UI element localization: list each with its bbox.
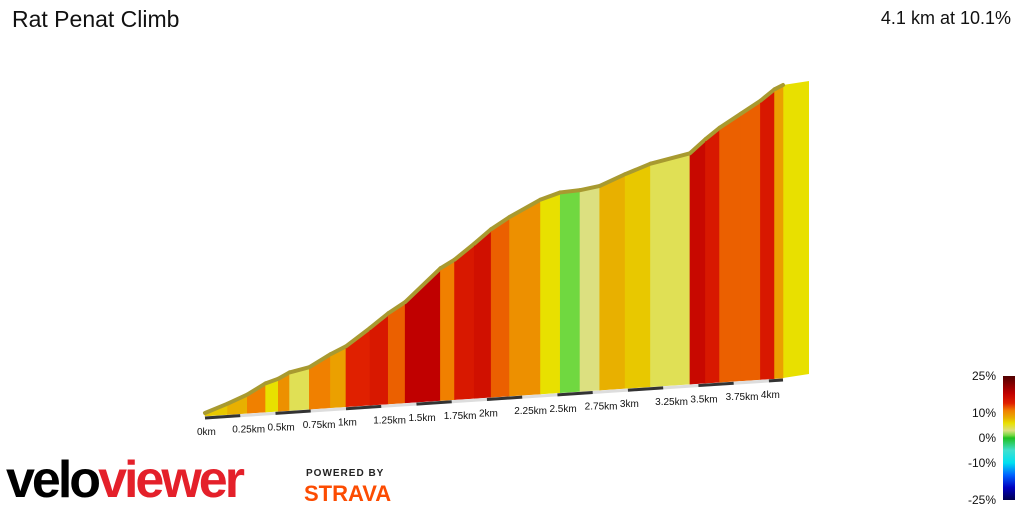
profile-top-edge	[687, 137, 708, 156]
profile-top-edge	[758, 87, 777, 103]
baseline-dash	[345, 404, 382, 411]
x-tick-label: 1.75km	[444, 411, 477, 422]
x-tick-label: 0km	[197, 427, 216, 438]
x-tick-label: 1.25km	[373, 415, 406, 426]
x-tick-label: 0.5km	[267, 422, 294, 433]
x-tick-label: 3.75km	[726, 392, 759, 403]
profile-top-edge	[577, 183, 602, 193]
climb-summary: 4.1 km at 10.1%	[880, 8, 1011, 28]
profile-top-edge	[558, 188, 582, 195]
x-tick-label: 2km	[479, 408, 498, 419]
profile-top-edge	[489, 215, 512, 232]
profile-top-edge	[452, 241, 477, 262]
legend-label: -25%	[968, 493, 996, 507]
gradient-legend-bar	[1003, 376, 1015, 500]
gradient-segment	[650, 152, 691, 388]
profile-top-edge	[245, 381, 268, 397]
profile-top-edge	[403, 266, 443, 305]
profile-top-edge	[386, 300, 408, 316]
profile-top-edge	[597, 172, 628, 188]
strava-logo[interactable]: STRAVA	[304, 481, 392, 506]
x-tick-label: 1km	[338, 418, 357, 429]
profile-top-edge	[648, 151, 692, 166]
profile-end-face	[783, 81, 809, 378]
gradient-segment	[404, 267, 441, 404]
profile-top-edge	[717, 111, 743, 130]
gradient-segment	[490, 216, 510, 398]
gradient-segment	[473, 228, 492, 399]
profile-top-edge	[367, 311, 391, 331]
profile-top-edge	[343, 326, 372, 349]
profile-top-edge	[623, 161, 653, 177]
profile-top-edge	[438, 257, 457, 271]
gradient-segment	[559, 189, 581, 393]
x-tick-label: 4km	[761, 390, 780, 401]
x-tick-label: 3.25km	[655, 397, 688, 408]
legend-label: 10%	[972, 406, 996, 420]
baseline-dash	[416, 400, 452, 406]
gradient-segment	[689, 138, 706, 385]
profile-top-edge	[738, 98, 763, 116]
veloviewer-logo[interactable]: veloviewer	[6, 451, 245, 509]
x-tick-label: 0.25km	[232, 425, 265, 436]
x-tick-label: 2.25km	[514, 406, 547, 417]
baseline-dash	[768, 378, 784, 383]
profile-top-edge	[703, 125, 722, 142]
gradient-segment	[540, 192, 561, 395]
profile-top-edge	[287, 365, 312, 375]
profile-top-edge	[472, 227, 494, 246]
x-tick-label: 0.75km	[303, 420, 336, 431]
x-tick-label: 2.75km	[585, 402, 618, 413]
gradient-segment	[330, 345, 347, 409]
page-title: Rat Penat Climb	[12, 6, 180, 32]
profile-top-edge	[203, 401, 230, 415]
legend-label: 25%	[972, 369, 996, 383]
gradient-segment	[774, 84, 784, 379]
baseline-dash	[275, 409, 311, 415]
gradient-segment	[705, 127, 720, 384]
x-tick-label: 3.5km	[690, 395, 717, 406]
baseline-dash	[204, 414, 241, 420]
profile-top-edge	[328, 344, 348, 357]
gradient-segment	[440, 259, 455, 401]
x-tick-label: 3km	[620, 399, 639, 410]
gradient-segment	[345, 327, 371, 408]
gradient-segment	[740, 100, 761, 382]
profile-top-edge	[276, 370, 292, 381]
baseline-dash	[486, 395, 523, 401]
gradient-segment	[760, 88, 775, 380]
gradient-segment	[579, 185, 601, 392]
gradient-segment	[387, 301, 406, 405]
gradient-segment	[454, 243, 475, 400]
profile-top-edge	[263, 376, 281, 386]
profile-top-edge	[538, 190, 563, 202]
baseline-dash	[698, 381, 734, 388]
gradient-segment	[624, 163, 651, 389]
profile-top-edge	[507, 197, 543, 220]
legend-label: 0%	[979, 431, 997, 445]
legend-label: -10%	[968, 456, 996, 470]
x-tick-label: 1.5km	[408, 413, 435, 424]
profile-top-edge	[772, 83, 785, 92]
gradient-segment	[509, 199, 541, 397]
gradient-segment	[599, 173, 626, 391]
powered-by-label: POWERED BY	[306, 468, 385, 479]
baseline-dash	[557, 391, 593, 397]
profile-top-edge	[225, 392, 250, 406]
gradient-segment	[719, 113, 742, 383]
profile-top-edge	[307, 352, 333, 370]
baseline-dash	[627, 386, 664, 392]
x-tick-label: 2.5km	[549, 404, 576, 415]
